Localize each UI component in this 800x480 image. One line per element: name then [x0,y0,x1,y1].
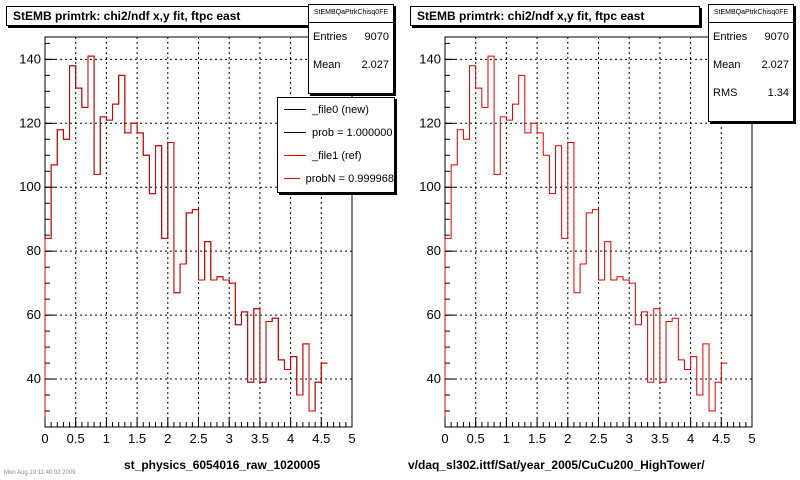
left-x-tick-label: 4 [287,431,294,446]
right-y-tick-label: 140 [419,51,441,66]
right-x-tick-label: 1.5 [528,431,546,446]
left-x-tick-label: 5 [348,431,355,446]
right-x-tick-label: 3.5 [651,431,669,446]
legend-label-prob: prob = 1.000000 [312,126,393,139]
left-x-tick-label: 3.5 [251,431,269,446]
right-x-tick-label: 0.5 [467,431,485,446]
right-stats-mean: Mean 2.027 [709,51,793,79]
left-x-tick-label: 1 [103,431,110,446]
left-y-tick-label: 60 [27,307,41,322]
left-x-tick-label: 0 [41,431,48,446]
left-stats-name: StEMBQaPtrkChisq0FE [309,5,393,23]
right-x-tick-label: 2 [564,431,571,446]
footer-timestamp: Mon Aug 10 11:40:02 2009 [4,470,76,476]
right-x-tick-label: 5 [748,431,755,446]
right-x-tick-label: 1 [503,431,510,446]
right-x-tick-label: 3 [626,431,633,446]
left-stats-entries-value: 9070 [364,31,389,43]
right-stats-entries-label: Entries [713,31,748,43]
right-y-tick-label: 80 [427,243,441,258]
right-y-tick-label: 120 [419,115,441,130]
legend-entry-prob: prob = 1.000000 [278,121,394,144]
left-x-tick-label: 2.5 [189,431,207,446]
right-y-tick-label: 100 [419,179,441,194]
left-x-tick-label: 4.5 [312,431,330,446]
legend-label-file0: _file0 (new) [312,103,369,116]
legend-swatch-probn [284,178,300,179]
left-y-tick-label: 120 [19,115,41,130]
left-y-tick-label: 140 [19,51,41,66]
right-stats-entries: Entries 9070 [709,23,793,51]
left-chart-title: StEMB primtrk: chi2/ndf x,y fit, ftpc ea… [6,6,310,26]
legend-label-file1: _file1 (ref) [312,149,362,162]
left-stats-entries: Entries 9070 [309,23,393,51]
right-stats-mean-value: 2.027 [761,59,789,71]
left-stats-mean: Mean 2.027 [309,51,393,79]
legend-entry-probn: probN = 0.999968 [278,167,394,190]
right-x-tick-label: 0 [441,431,448,446]
right-stats-entries-value: 9070 [764,31,789,43]
left-x-tick-label: 3 [226,431,233,446]
left-y-tick-label: 40 [27,371,41,386]
left-stats-entries-label: Entries [313,31,348,43]
right-x-tick-label: 4.5 [712,431,730,446]
legend-swatch-file0 [284,109,306,110]
right-stats-rms-value: 1.34 [767,87,789,99]
legend-swatch-prob [284,132,306,133]
right-y-tick-label: 60 [427,307,441,322]
left-series-1 [44,55,328,427]
legend-swatch-file1 [284,155,306,156]
right-stats-mean-label: Mean [713,59,741,71]
left-x-tick-label: 0.5 [67,431,85,446]
legend-label-probn: probN = 0.999968 [305,172,394,185]
left-stats-box: StEMBQaPtrkChisq0FE Entries 9070 Mean 2.… [308,4,394,94]
right-x-tick-label: 4 [687,431,694,446]
left-x-tick-label: 1.5 [128,431,146,446]
right-stats-box: StEMBQaPtrkChisq0FE Entries 9070 Mean 2.… [708,4,794,122]
right-x-tick-label: 2.5 [589,431,607,446]
left-y-tick-label: 100 [19,179,41,194]
right-stats-name: StEMBQaPtrkChisq0FE [709,5,793,23]
right-stats-rms-label: RMS [713,87,738,99]
left-legend: _file0 (new) prob = 1.000000 _file1 (ref… [277,97,395,193]
legend-entry-file0: _file0 (new) [278,98,394,121]
left-histogram-panel: 0 0.5 1 1.5 2 2.5 3 3.5 4 4.5 5 40 60 80 100 120 140 [19,36,356,446]
right-series-0 [444,55,728,427]
left-stats-mean-label: Mean [313,59,341,71]
right-chart-title: StEMB primtrk: chi2/ndf x,y fit, ftpc ea… [410,6,700,26]
left-stats-mean-value: 2.027 [361,59,389,71]
legend-entry-file1: _file1 (ref) [278,144,394,167]
left-x-axis-label: st_physics_6054016_raw_1020005 [124,458,321,472]
left-y-tick-label: 80 [27,243,41,258]
right-y-tick-label: 40 [427,371,441,386]
right-stats-rms: RMS 1.34 [709,79,793,107]
right-histogram-panel: 0 0.5 1 1.5 2 2.5 3 3.5 4 4.5 5 40 60 80 100 120 140 [419,36,756,446]
left-x-tick-label: 2 [164,431,171,446]
right-x-axis-label: v/daq_sl302.ittf/Sat/year_2005/CuCu200_H… [408,458,705,472]
